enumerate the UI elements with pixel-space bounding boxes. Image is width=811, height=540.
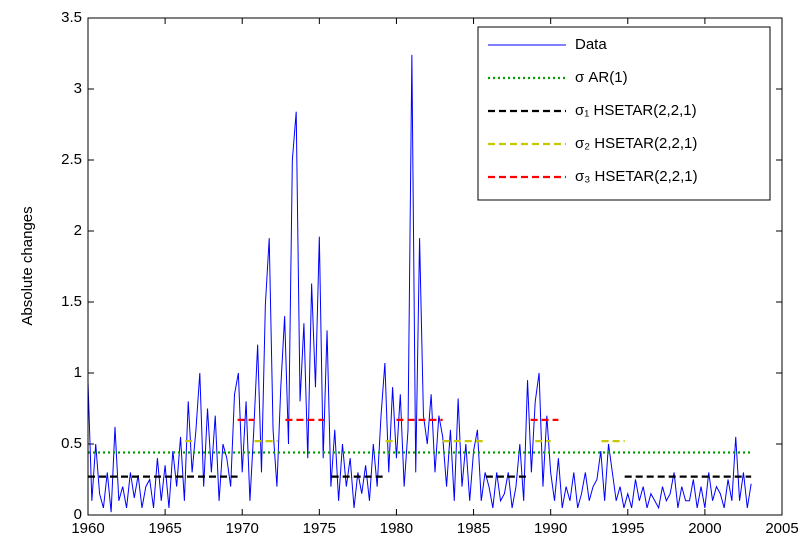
y-axis-label: Absolute changes xyxy=(19,206,36,325)
legend-box xyxy=(477,26,771,201)
x-tick-label: 1965 xyxy=(148,520,181,537)
x-tick-label: 1985 xyxy=(457,520,490,537)
y-tick-label: 1 xyxy=(74,364,82,381)
y-tick-label: 3.5 xyxy=(61,9,82,26)
y-tick-label: 0 xyxy=(74,506,82,523)
y-tick-label: 0.5 xyxy=(61,435,82,452)
y-tick-label: 3 xyxy=(74,80,82,97)
x-tick-label: 1995 xyxy=(611,520,644,537)
axes-box xyxy=(87,17,783,516)
x-tick-label: 2005 xyxy=(765,520,798,537)
y-tick-label: 1.5 xyxy=(61,293,82,310)
x-tick-label: 1975 xyxy=(303,520,336,537)
legend-label: σ₃ HSETAR(2,2,1) xyxy=(575,168,698,185)
x-tick-label: 1990 xyxy=(534,520,567,537)
x-tick-label: 1960 xyxy=(71,520,104,537)
x-tick-label: 1980 xyxy=(380,520,413,537)
legend-label: σ₂ HSETAR(2,2,1) xyxy=(575,135,697,152)
y-tick-label: 2.5 xyxy=(61,151,82,168)
legend-label: σ AR(1) xyxy=(575,69,628,86)
y-tick-label: 2 xyxy=(74,222,82,239)
x-tick-label: 2000 xyxy=(688,520,721,537)
legend-label: σ₁ HSETAR(2,2,1) xyxy=(575,102,697,119)
x-tick-label: 1970 xyxy=(226,520,259,537)
legend-label: Data xyxy=(575,36,607,53)
series-line xyxy=(87,54,752,513)
